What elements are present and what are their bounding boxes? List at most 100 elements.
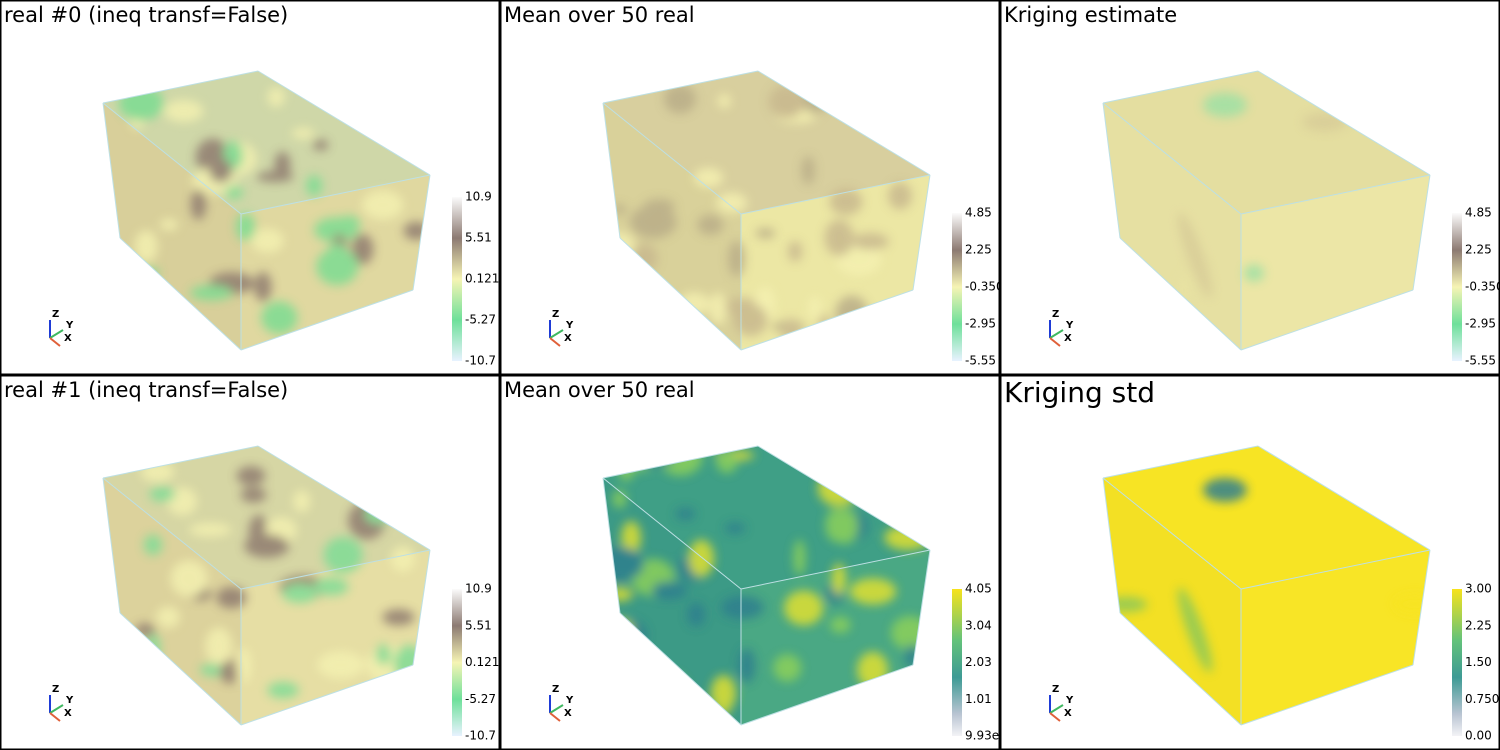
box-edge	[1119, 237, 1242, 351]
texture-blob	[323, 536, 363, 574]
texture-blob	[849, 578, 897, 605]
box-edge	[1102, 102, 1242, 215]
texture-blob	[808, 295, 822, 321]
texture-blob	[793, 539, 806, 576]
colorbar-label: 4.85	[965, 206, 992, 220]
box-edge	[602, 445, 759, 479]
top-face	[603, 446, 930, 589]
texture-blob	[156, 606, 181, 629]
box-edge	[1240, 289, 1414, 351]
texture-blob	[306, 175, 322, 197]
box-edge	[102, 70, 259, 104]
texture-blob	[801, 156, 815, 185]
box-edge	[1257, 445, 1431, 551]
colorbar-label: -5.27	[465, 692, 496, 706]
axis-label: Z	[52, 684, 59, 695]
texture-blob	[313, 577, 349, 596]
texture-blob	[709, 292, 727, 325]
texture-blob	[134, 230, 158, 263]
texture-blob	[738, 648, 756, 684]
axis-label: Y	[65, 320, 74, 331]
texture-blob	[688, 539, 715, 577]
box-edge	[619, 612, 742, 726]
colorbar-label: 2.03	[965, 655, 992, 669]
texture-blob	[267, 682, 299, 699]
orientation-axes: ZYX	[1049, 309, 1074, 347]
box-edge	[912, 549, 931, 666]
texture-blob	[663, 84, 697, 114]
texture	[1177, 93, 1347, 308]
texture-blob	[675, 507, 696, 521]
orientation-axes: ZYX	[549, 309, 574, 347]
axis-label: Z	[1052, 684, 1059, 695]
texture-blob	[829, 188, 863, 216]
colorbar-label: -5.55	[965, 354, 996, 368]
texture-blob	[159, 218, 179, 231]
box-edge	[1240, 174, 1431, 215]
box-edge	[240, 664, 414, 726]
texture-blob	[831, 563, 846, 595]
colorbar-label: -2.95	[1465, 317, 1496, 331]
texture-blob	[716, 451, 738, 474]
axis-x	[49, 337, 61, 347]
panel-title: Mean over 50 real	[504, 3, 695, 27]
texture-blob	[362, 190, 404, 220]
box-edge	[102, 445, 259, 479]
axis-label: Y	[1065, 695, 1074, 706]
box-edge	[1102, 477, 1242, 590]
box-edge	[240, 289, 414, 351]
colorbar-label: 3.04	[965, 618, 992, 632]
texture-blob	[316, 248, 359, 286]
box-edge	[102, 477, 242, 590]
box-edge	[757, 445, 931, 551]
box-edge	[1412, 549, 1431, 666]
box-edge	[740, 549, 931, 590]
orientation-axes: ZYX	[49, 684, 74, 722]
top-face	[1103, 446, 1430, 589]
axis-label: X	[564, 708, 572, 719]
axis-y	[49, 704, 64, 714]
box-edge	[602, 102, 621, 239]
texture-blob	[1203, 93, 1247, 117]
volume	[603, 446, 930, 725]
box-edge	[1102, 445, 1259, 479]
texture-blob	[643, 198, 675, 214]
box-edge	[740, 289, 914, 351]
box-edge	[412, 174, 431, 291]
colorbar-label: -10.7	[465, 729, 496, 743]
texture-blob	[888, 181, 912, 210]
texture-blob	[292, 490, 311, 513]
texture-blob	[755, 228, 776, 239]
colorbar-label: 1.01	[965, 692, 992, 706]
colorbar	[1452, 589, 1462, 736]
box-edge	[257, 445, 431, 551]
box-edge	[119, 612, 242, 726]
top-face	[1103, 71, 1430, 214]
orientation-axes: ZYX	[549, 684, 574, 722]
panel-title: Mean over 50 real	[504, 378, 695, 402]
texture-blob	[291, 127, 315, 139]
texture-blob	[149, 486, 176, 502]
orientation-axes: ZYX	[49, 309, 74, 347]
box-edge	[102, 477, 121, 614]
colorbar-label: 9.93e	[965, 729, 999, 743]
panel-title: real #0 (ineq transf=False)	[4, 3, 288, 27]
colorbar-label: 5.51	[465, 618, 492, 632]
left-face	[103, 478, 241, 725]
panel-title: Kriging estimate	[1004, 3, 1177, 27]
render-panel: Kriging estimate 4.85 2.25 -0.350 -2.95 -5.55…	[999, 0, 1500, 376]
texture-blob	[716, 192, 748, 214]
axis-label: X	[64, 333, 72, 344]
texture-blob	[1244, 264, 1264, 282]
texture-blob	[824, 219, 854, 257]
volume	[103, 71, 430, 350]
colorbar-label: 0.121	[465, 655, 499, 669]
box-edge	[1102, 477, 1121, 614]
box-edge	[1257, 70, 1431, 176]
texture-blob	[188, 522, 232, 537]
texture-blob	[724, 522, 746, 534]
colorbar-label: -10.7	[465, 354, 496, 368]
box-edge	[602, 477, 742, 590]
colorbar	[452, 589, 462, 736]
